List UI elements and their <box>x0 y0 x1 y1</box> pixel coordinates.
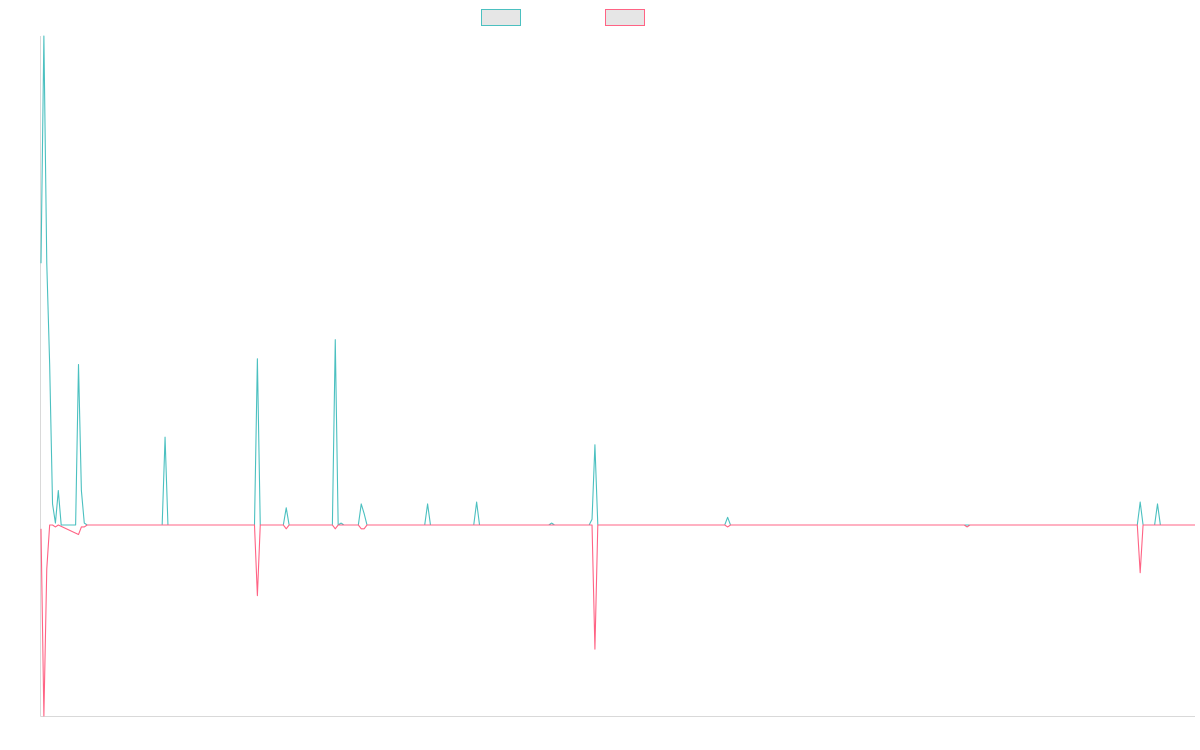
legend-swatch-2 <box>605 9 645 26</box>
series-line-2 <box>40 524 1195 717</box>
series-line-1 <box>40 35 1195 526</box>
legend-swatch-1 <box>481 9 521 26</box>
